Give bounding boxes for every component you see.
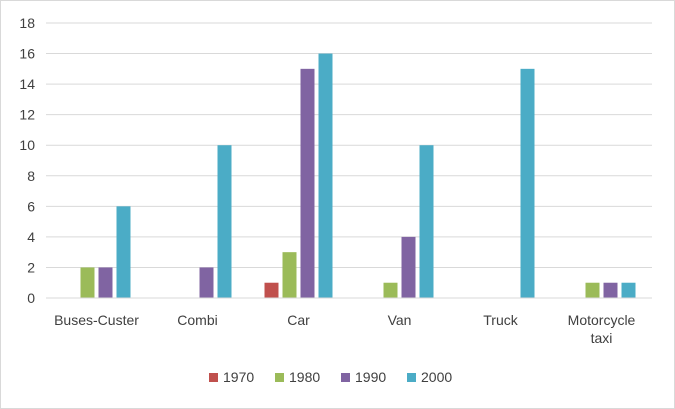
- bar-1990-5: [603, 282, 618, 298]
- legend-swatch-1970: [209, 373, 218, 382]
- legend-label-1970: 1970: [223, 369, 254, 385]
- bar-2000-2: [318, 53, 333, 298]
- x-category-label: Combi: [177, 312, 217, 328]
- y-tick-label: 14: [19, 76, 35, 92]
- y-tick-label: 8: [27, 168, 35, 184]
- y-tick-label: 10: [19, 137, 35, 153]
- legend-swatch-2000: [407, 373, 416, 382]
- bar-1990-3: [401, 236, 416, 298]
- x-category-label: Buses-Custer: [54, 312, 139, 328]
- y-tick-label: 0: [27, 290, 35, 306]
- x-category-label: Car: [287, 312, 310, 328]
- y-tick-label: 12: [19, 107, 35, 123]
- bar-2000-0: [116, 206, 131, 298]
- x-category-label-line: taxi: [591, 330, 613, 346]
- bars: [80, 53, 636, 298]
- y-tick-label: 2: [27, 259, 35, 275]
- legend-label-1980: 1980: [289, 369, 320, 385]
- y-tick-label: 18: [19, 15, 35, 31]
- bar-1990-0: [98, 267, 113, 298]
- bar-2000-3: [419, 145, 434, 298]
- legend-label-2000: 2000: [421, 369, 452, 385]
- x-category-label-line: Van: [388, 312, 412, 328]
- gridlines: [46, 22, 652, 268]
- legend-label-1990: 1990: [355, 369, 386, 385]
- y-tick-label: 4: [27, 229, 35, 245]
- legend-swatch-1980: [275, 373, 284, 382]
- y-axis-ticks: 0 2 4 6 8 10 12 14 16 18: [19, 15, 35, 306]
- legend-swatch-1990: [341, 373, 350, 382]
- x-category-label-line: Motorcycle: [568, 312, 636, 328]
- bar-1990-2: [300, 68, 315, 298]
- bar-2000-5: [621, 282, 636, 298]
- x-category-label: Truck: [483, 312, 518, 328]
- bar-1970-2: [264, 282, 279, 298]
- x-category-label-line: Buses-Custer: [54, 312, 139, 328]
- x-category-label-line: Truck: [483, 312, 518, 328]
- x-category-label: Motorcycle taxi: [568, 312, 636, 346]
- bar-1980-5: [585, 282, 600, 298]
- bar-1990-1: [199, 267, 214, 298]
- y-tick-label: 6: [27, 198, 35, 214]
- bar-2000-4: [520, 68, 535, 298]
- x-category-label-line: Car: [287, 312, 310, 328]
- bar-1980-2: [282, 252, 297, 298]
- bar-1980-0: [80, 267, 95, 298]
- y-tick-label: 16: [19, 46, 35, 62]
- x-axis-categories: Buses-Custer Combi Car Van Truck Motorcycle ta…: [54, 312, 635, 346]
- bar-1980-3: [383, 282, 398, 298]
- bar-2000-1: [217, 145, 232, 298]
- x-category-label-line: Combi: [177, 312, 217, 328]
- legend: 1970 1980 1990 2000: [209, 369, 452, 385]
- x-category-label: Van: [388, 312, 412, 328]
